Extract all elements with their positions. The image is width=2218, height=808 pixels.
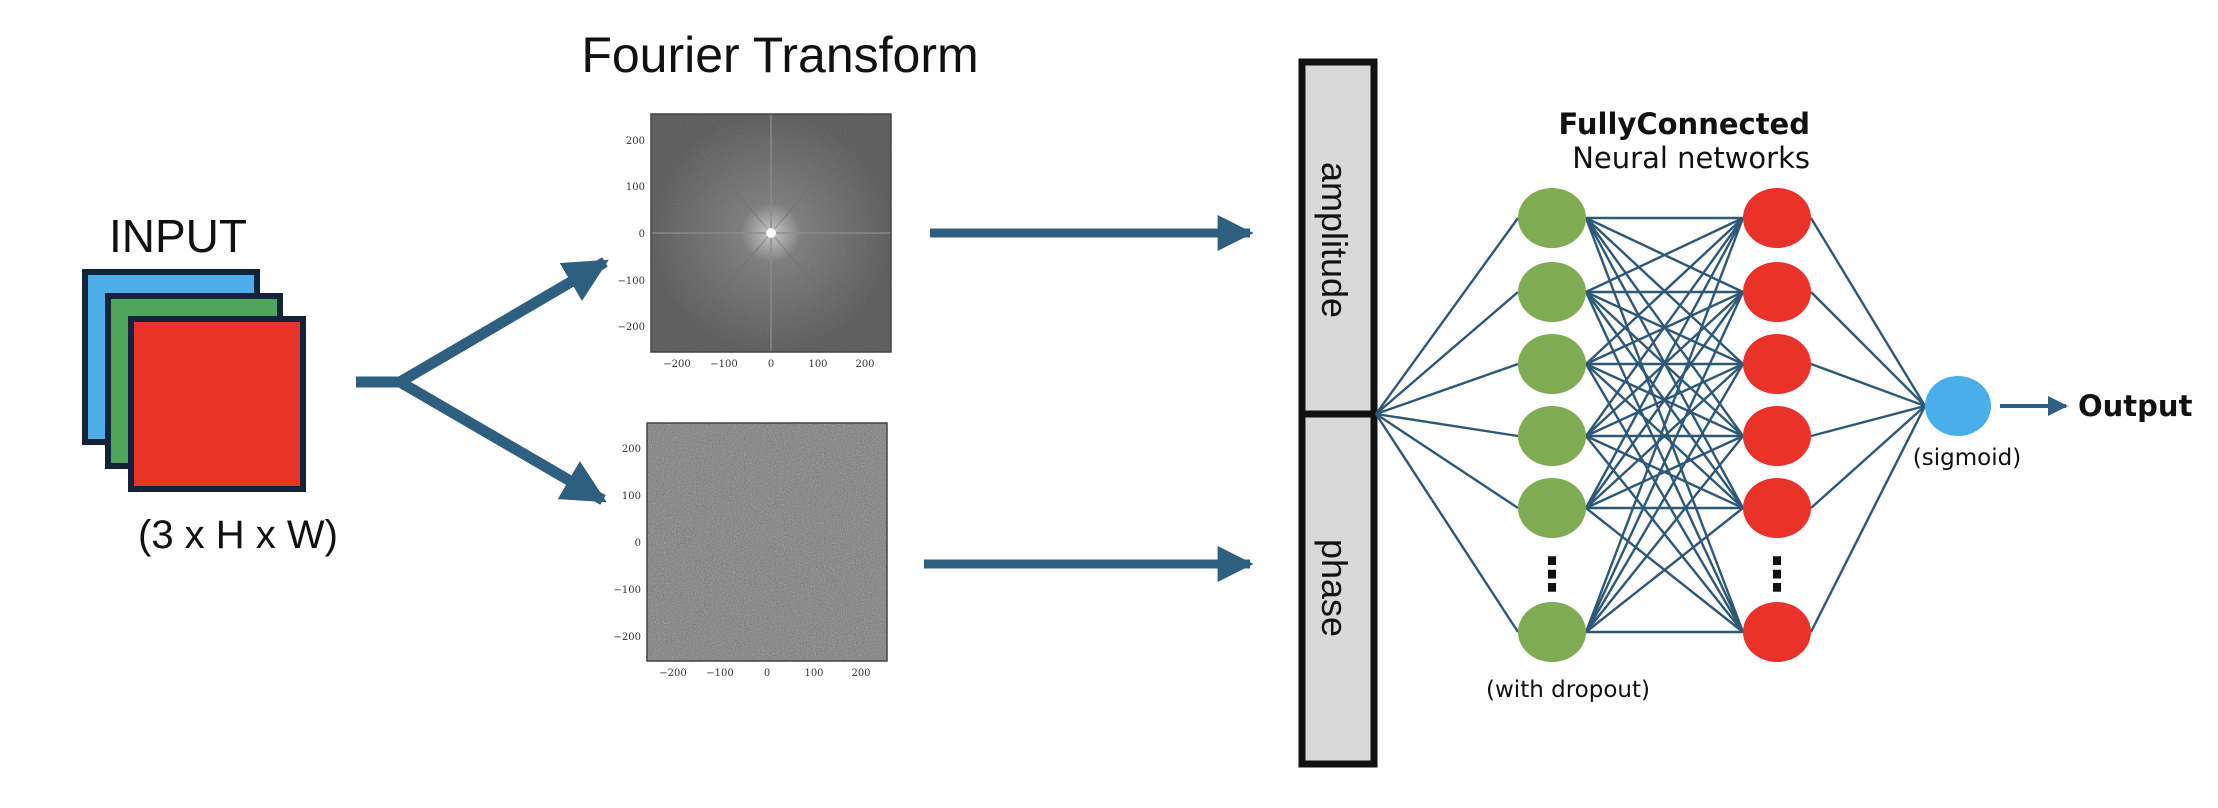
input-to-layer1-edge [1375, 412, 1519, 510]
input-to-layer1-edge [1375, 412, 1519, 438]
sigmoid-label: (sigmoid) [1913, 445, 2021, 471]
phase-y-ticks: 200 100 0 −100 −200 [614, 444, 641, 643]
amplitude-label: amplitude [1314, 162, 1355, 318]
layer2-node [1743, 406, 1811, 466]
layer2-node [1743, 188, 1811, 248]
layer1-ellipsis: ⋮ [1529, 547, 1575, 601]
phase-box [1298, 410, 1378, 768]
output-node [1925, 376, 1991, 436]
layer1-node [1518, 334, 1586, 394]
phase-ytick-1: 100 [622, 491, 641, 502]
layer2-node [1743, 602, 1811, 662]
layer2-to-output-edge [1810, 404, 1926, 438]
input-to-layer1-edge [1374, 413, 1520, 633]
fork-arrow-up [397, 257, 609, 387]
layer2-to-output-edge [1809, 405, 1927, 633]
phase-xtick-3: 100 [804, 668, 823, 679]
amplitude-box [1298, 58, 1378, 418]
input-channel-red [128, 316, 306, 492]
phase-spectrum-plot: −200 −100 0 100 200 200 100 0 −100 −200 [614, 422, 888, 679]
output-label: Output [2078, 389, 2193, 423]
input-to-layer1-edge [1375, 362, 1519, 416]
layer2-to-output-edge [1809, 217, 1927, 407]
amp-xtick-1: −100 [710, 359, 737, 370]
layer1-node [1518, 406, 1586, 466]
layer2-node [1743, 334, 1811, 394]
layer1-to-layer2-edge [1585, 363, 1744, 509]
amp-ytick-0: 200 [626, 136, 645, 147]
input-dims-label: (3 x H x W) [138, 513, 338, 557]
layer1-node [1518, 262, 1586, 322]
network-title-sub: Neural networks [1572, 141, 1810, 175]
layer1-to-layer2-edge [1585, 435, 1744, 633]
phase-xtick-4: 200 [851, 668, 870, 679]
layer2-to-output-edge [1810, 405, 1926, 509]
layer1-to-layer2-edge [1585, 291, 1744, 509]
phase-label: phase [1314, 539, 1355, 637]
layer1-to-layer2-edge [1585, 507, 1744, 633]
network-title-bold: FullyConnected [1559, 107, 1810, 141]
hidden-layer-1 [1518, 188, 1586, 662]
amp-xtick-3: 100 [808, 359, 827, 370]
layer1-to-layer2-edge [1585, 217, 1744, 437]
input-label: INPUT [109, 210, 247, 262]
layer2-node [1743, 262, 1811, 322]
layer1-node [1518, 602, 1586, 662]
amp-xtick-2: 0 [768, 359, 774, 370]
fork-arrow-down [397, 377, 607, 505]
amp-ytick-4: −200 [618, 322, 645, 333]
layer2-to-output-edge [1810, 291, 1926, 407]
amplitude-spectrum-plot: −200 −100 0 100 200 200 100 0 −100 −200 [618, 113, 892, 370]
phase-ytick-4: −200 [614, 632, 641, 643]
hidden-layer-2 [1743, 188, 1811, 662]
layer1-to-layer2-edge [1585, 217, 1744, 365]
layer2-to-output-edge [1810, 362, 1926, 408]
phase-x-ticks: −200 −100 0 100 200 [659, 668, 870, 679]
layer1-to-layer2-edge [1585, 434, 1744, 510]
fork-arrows [356, 257, 609, 505]
fourier-transform-title: Fourier Transform [581, 27, 978, 83]
input-to-layer1-edge [1375, 291, 1519, 415]
amp-ytick-2: 0 [639, 229, 645, 240]
layer1-node [1518, 188, 1586, 248]
amp-ytick-3: −100 [618, 276, 645, 287]
dropout-label: (with dropout) [1486, 677, 1650, 703]
layer1-to-layer2-edge [1585, 216, 1744, 294]
phase-ytick-3: −100 [614, 585, 641, 596]
input-block: INPUT (3 x H x W) [82, 210, 338, 557]
network-edges [1374, 216, 1927, 634]
layer2-ellipsis: ⋮ [1754, 547, 1800, 601]
phase-xtick-2: 0 [764, 668, 770, 679]
amplitude-y-ticks: 200 100 0 −100 −200 [618, 136, 645, 333]
amp-xtick-0: −200 [663, 359, 690, 370]
layer1-node [1518, 478, 1586, 538]
input-to-layer1-edge [1375, 217, 1519, 415]
phase-ytick-2: 0 [635, 538, 641, 549]
amp-xtick-4: 200 [855, 359, 874, 370]
phase-xtick-0: −200 [659, 668, 686, 679]
amplitude-phase-bar: amplitude phase [1298, 58, 1378, 768]
layer1-to-layer2-edge [1584, 291, 1745, 633]
layer1-to-layer2-edge [1584, 217, 1745, 633]
layer2-node [1743, 478, 1811, 538]
amp-ytick-1: 100 [626, 182, 645, 193]
layer1-to-layer2-edge [1584, 217, 1745, 509]
phase-ytick-0: 200 [622, 444, 641, 455]
phase-xtick-1: −100 [706, 668, 733, 679]
amplitude-x-ticks: −200 −100 0 100 200 [663, 359, 874, 370]
layer1-to-layer2-edge [1584, 363, 1745, 633]
